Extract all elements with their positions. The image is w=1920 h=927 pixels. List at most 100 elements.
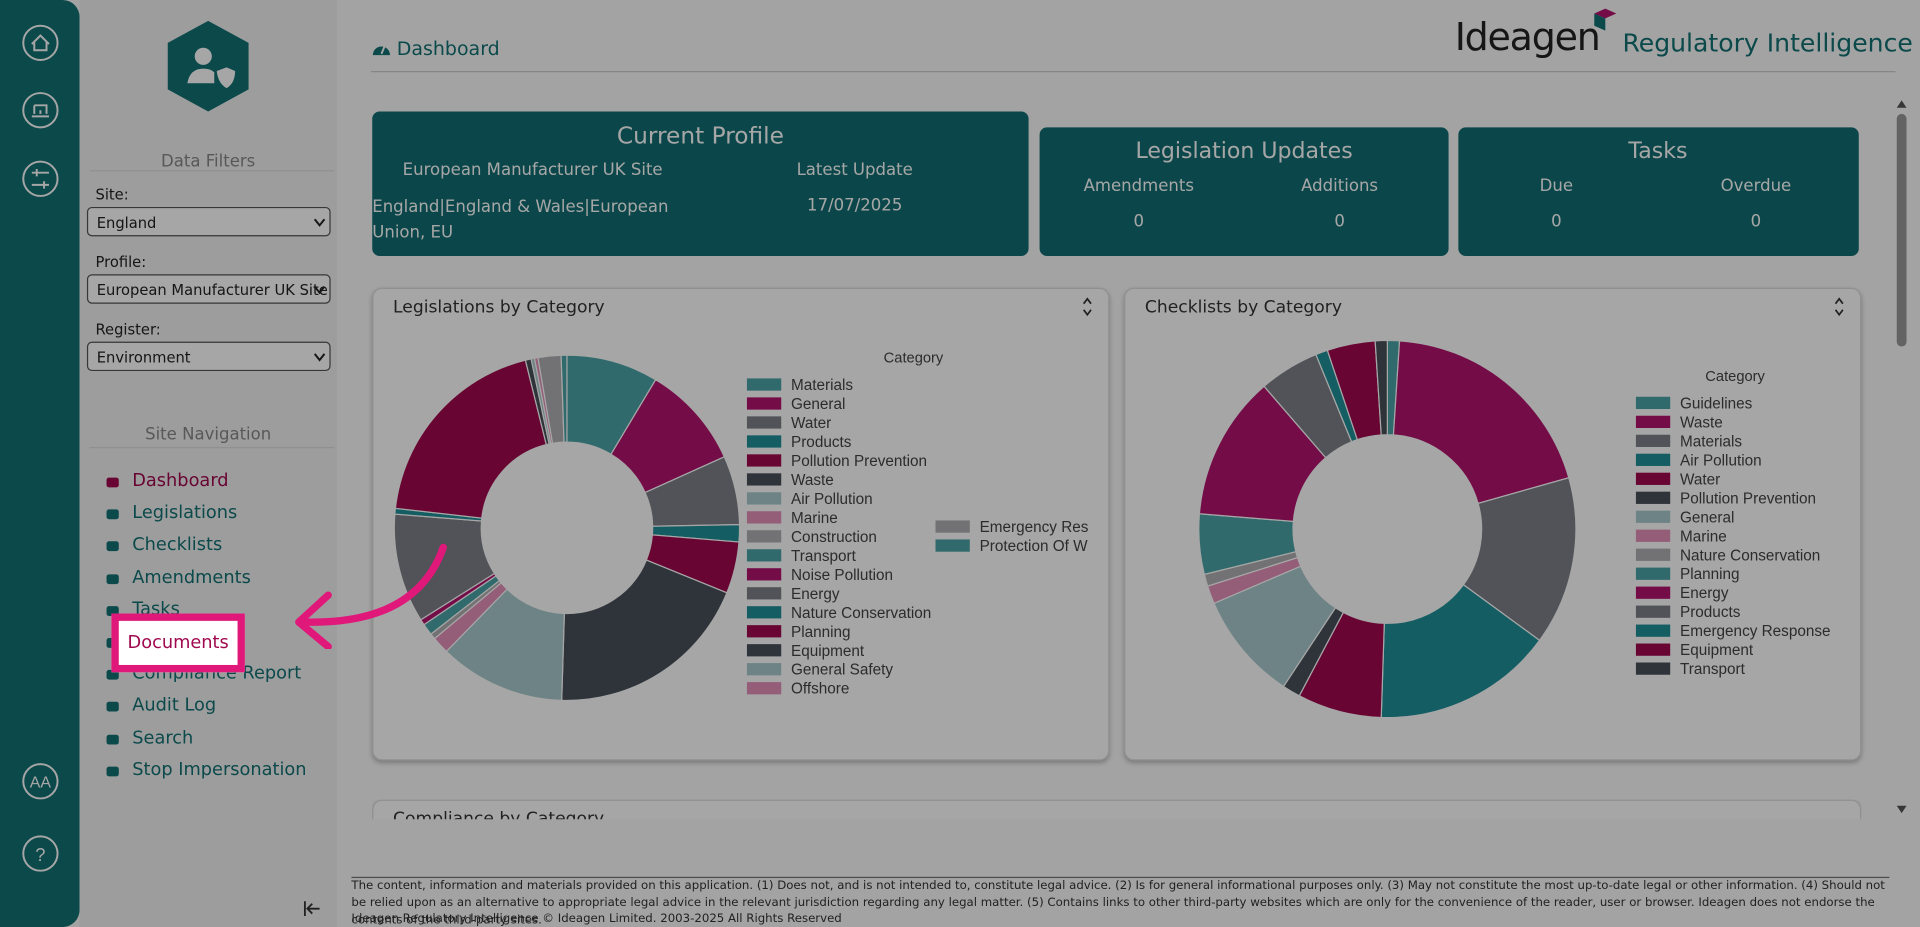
legend-swatch (746, 606, 782, 619)
icon-shape (106, 541, 119, 552)
legend-label: Products (1680, 604, 1741, 621)
page-title: Dashboard (396, 37, 500, 61)
legend-label: Equipment (791, 643, 865, 660)
donut-slice (1380, 583, 1541, 719)
column-value: 0 (1133, 211, 1145, 232)
legend-swatch (1635, 567, 1671, 580)
profile-icon (167, 20, 249, 112)
column-value: 0 (1750, 211, 1762, 232)
nav-icon (106, 702, 119, 712)
filter-label: Site: (95, 186, 129, 204)
filter-select[interactable]: England (86, 206, 331, 237)
legend-swatch (935, 520, 970, 533)
panel-title: Compliance by Category (393, 809, 604, 821)
legend-swatch (1635, 491, 1671, 504)
icon-shape (106, 477, 119, 488)
nav-icon (106, 734, 119, 745)
sidebar: Data Filters Site Navigation Site: Englan… (79, 0, 337, 927)
filter-label: Profile: (95, 253, 147, 271)
legend-swatch (1635, 396, 1671, 410)
legend-swatch (1635, 472, 1671, 485)
legend-swatch (746, 511, 782, 524)
legend-swatch (746, 473, 782, 486)
nav-link[interactable]: Checklists (132, 535, 223, 556)
filter-label: Register: (95, 320, 161, 338)
legislation-updates-card: Legislation Updates Amendments Additions… (1039, 127, 1449, 256)
select-chevron (313, 285, 326, 295)
panel-menu[interactable] (1834, 297, 1844, 317)
select-chevron (313, 353, 326, 362)
legend-swatch (746, 682, 782, 695)
select-chevron (313, 218, 326, 227)
icon-shape (106, 670, 119, 680)
legend-label: General (1680, 509, 1734, 526)
product-name: Regulatory Intelligence (1622, 28, 1913, 58)
legend-swatch (746, 549, 782, 562)
nav-icon (106, 541, 119, 552)
collapse-button[interactable] (302, 899, 322, 919)
legend-label: Air Pollution (791, 491, 873, 508)
profile-location: England|England & Wales|European Union, … (372, 197, 669, 243)
pointer-arrow (295, 543, 447, 650)
legend-label: Energy (1680, 585, 1729, 602)
legend-label: Waste (791, 472, 834, 489)
legend-swatch (1635, 643, 1671, 656)
nav-link[interactable]: Legislations (132, 503, 238, 524)
panel-title: Checklists by Category (1144, 297, 1342, 318)
donut-chart: Category Materials General Water Products Pol… (393, 297, 1092, 702)
legend-title: Category (1705, 369, 1765, 385)
card-title: Tasks (1628, 138, 1688, 165)
legend-swatch (746, 454, 782, 467)
legend-label: Protection Of W (980, 538, 1089, 555)
panel-title: Legislations by Category (393, 297, 605, 318)
legend-swatch (1635, 624, 1671, 637)
tasks-card: Tasks Due Overdue 0 0 (1458, 127, 1859, 256)
highlighted-nav-item[interactable]: Documents (111, 613, 245, 673)
divider (89, 446, 335, 449)
filter-select[interactable]: European Manufacturer UK Site (86, 274, 331, 304)
icon-shape (106, 605, 119, 616)
legend-label: Products (791, 434, 852, 451)
donut-slice (394, 359, 548, 519)
donut-slice (1392, 340, 1570, 505)
divider (89, 170, 335, 172)
help-button[interactable]: ? (35, 844, 45, 865)
legend-swatch (1635, 529, 1671, 542)
accessibility-button[interactable]: AA (30, 774, 52, 791)
legend-label: Air Pollution (1680, 452, 1762, 469)
filter-select[interactable]: Environment (86, 341, 331, 372)
nav-link[interactable]: Audit Log (132, 696, 217, 716)
panel-menu[interactable] (1082, 297, 1092, 317)
legend-label: Materials (791, 377, 853, 394)
legend-label: Emergency Res (980, 519, 1089, 536)
nav-link[interactable]: Search (132, 728, 194, 748)
icon-shape (106, 766, 119, 777)
nav-link[interactable]: Dashboard (132, 471, 229, 492)
legend-label: Nature Conservation (1680, 547, 1820, 564)
icon-shape (106, 573, 119, 584)
legend-swatch (746, 568, 782, 581)
legend-label: Noise Pollution (791, 567, 893, 584)
brand-logo: Ideagen (1454, 15, 1601, 61)
nav-link[interactable]: Amendments (132, 567, 251, 588)
nav-link[interactable]: Stop Impersonation (132, 760, 307, 780)
legend-label: Marine (791, 510, 838, 527)
legend-swatch (746, 625, 782, 638)
legend-swatch (1635, 510, 1671, 523)
footer-disclaimer: The content, information and materials p… (351, 879, 1885, 927)
column-label: Due (1539, 176, 1574, 196)
scrollbar[interactable] (1892, 96, 1912, 819)
card-title: Legislation Updates (1135, 138, 1353, 165)
chart-panel: Checklists by Category Category Guidelines… (1124, 287, 1862, 761)
icon-shape (106, 734, 119, 745)
nav-icon (106, 766, 119, 777)
legend-swatch (1635, 434, 1671, 447)
nav-icon (106, 605, 119, 616)
compliance-panel: Compliance by Category (372, 799, 1862, 822)
legend-title: Category (884, 350, 944, 366)
chevron (313, 218, 326, 227)
legend-swatch (1635, 415, 1671, 428)
rail-icons: AA ? (22, 24, 59, 872)
section-title: Data Filters (161, 151, 256, 172)
